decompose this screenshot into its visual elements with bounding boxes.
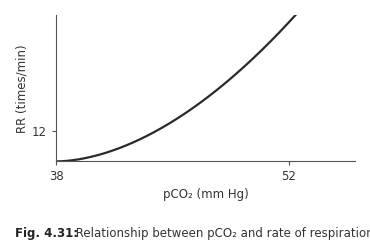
Text: Fig. 4.31:: Fig. 4.31: <box>15 227 78 240</box>
Y-axis label: RR (times/min): RR (times/min) <box>15 44 28 133</box>
X-axis label: pCO₂ (mm Hg): pCO₂ (mm Hg) <box>163 188 249 201</box>
Text: Relationship between pCO₂ and rate of respiration: Relationship between pCO₂ and rate of re… <box>72 227 370 240</box>
